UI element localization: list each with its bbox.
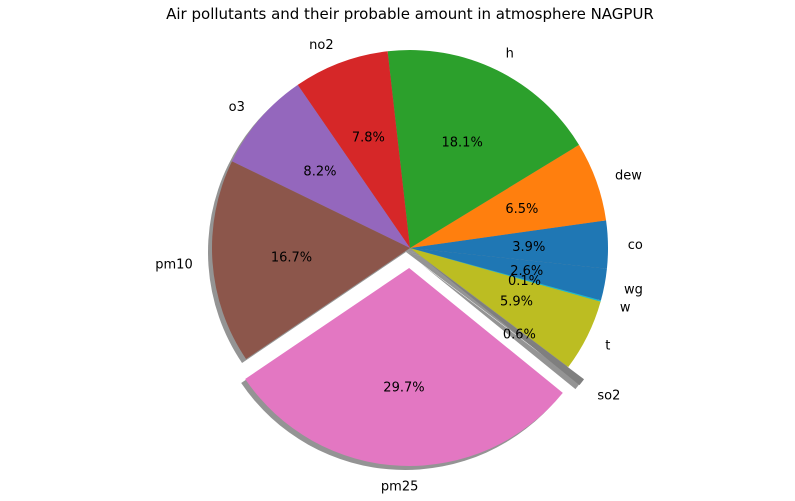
slice-shadow-so2 — [421, 264, 581, 390]
slice-so2 — [425, 260, 585, 386]
slice-w — [410, 248, 601, 302]
slice-label-h: h — [506, 46, 514, 61]
slice-pct-o3: 8.2% — [303, 165, 336, 180]
slice-pm10 — [211, 161, 410, 360]
slice-o3 — [231, 84, 410, 249]
slice-wg — [410, 248, 607, 301]
slice-dew — [410, 144, 607, 248]
slice-pct-dew: 6.5% — [505, 202, 538, 217]
slice-pct-co: 3.9% — [512, 240, 545, 255]
slice-label-pm10: pm10 — [155, 257, 192, 272]
slice-label-t: t — [605, 339, 610, 354]
slice-pct-w: 0.1% — [508, 274, 541, 289]
slice-label-o3: o3 — [229, 100, 245, 115]
slice-label-no2: no2 — [309, 38, 333, 53]
slice-label-pm25: pm25 — [381, 480, 418, 495]
slice-pm25 — [245, 267, 563, 466]
chart-title: Air pollutants and their probable amount… — [166, 5, 654, 23]
slice-t — [410, 248, 601, 367]
slice-pct-pm25: 29.7% — [383, 381, 424, 396]
slice-label-w: w — [620, 300, 631, 315]
slice-pct-no2: 7.8% — [352, 131, 385, 146]
slice-co — [410, 220, 608, 269]
slices — [211, 50, 608, 466]
slice-h — [387, 50, 579, 249]
slice-pct-h: 18.1% — [442, 135, 483, 150]
slice-label-co: co — [628, 238, 643, 253]
slice-pct-pm10: 16.7% — [271, 250, 312, 265]
slice-pct-t: 5.9% — [500, 295, 533, 310]
slice-labels: co 3.9% dew 6.5% h 18.1% no2 7.8% o3 8.2% pm10 16.7… — [155, 38, 643, 495]
slice-pct-so2: 0.6% — [503, 327, 536, 342]
slice-pct-wg: 2.6% — [510, 264, 543, 279]
slice-label-dew: dew — [615, 169, 642, 184]
slice-label-wg: wg — [624, 282, 643, 297]
slice-label-so2: so2 — [597, 388, 620, 403]
slice-no2 — [297, 51, 410, 249]
